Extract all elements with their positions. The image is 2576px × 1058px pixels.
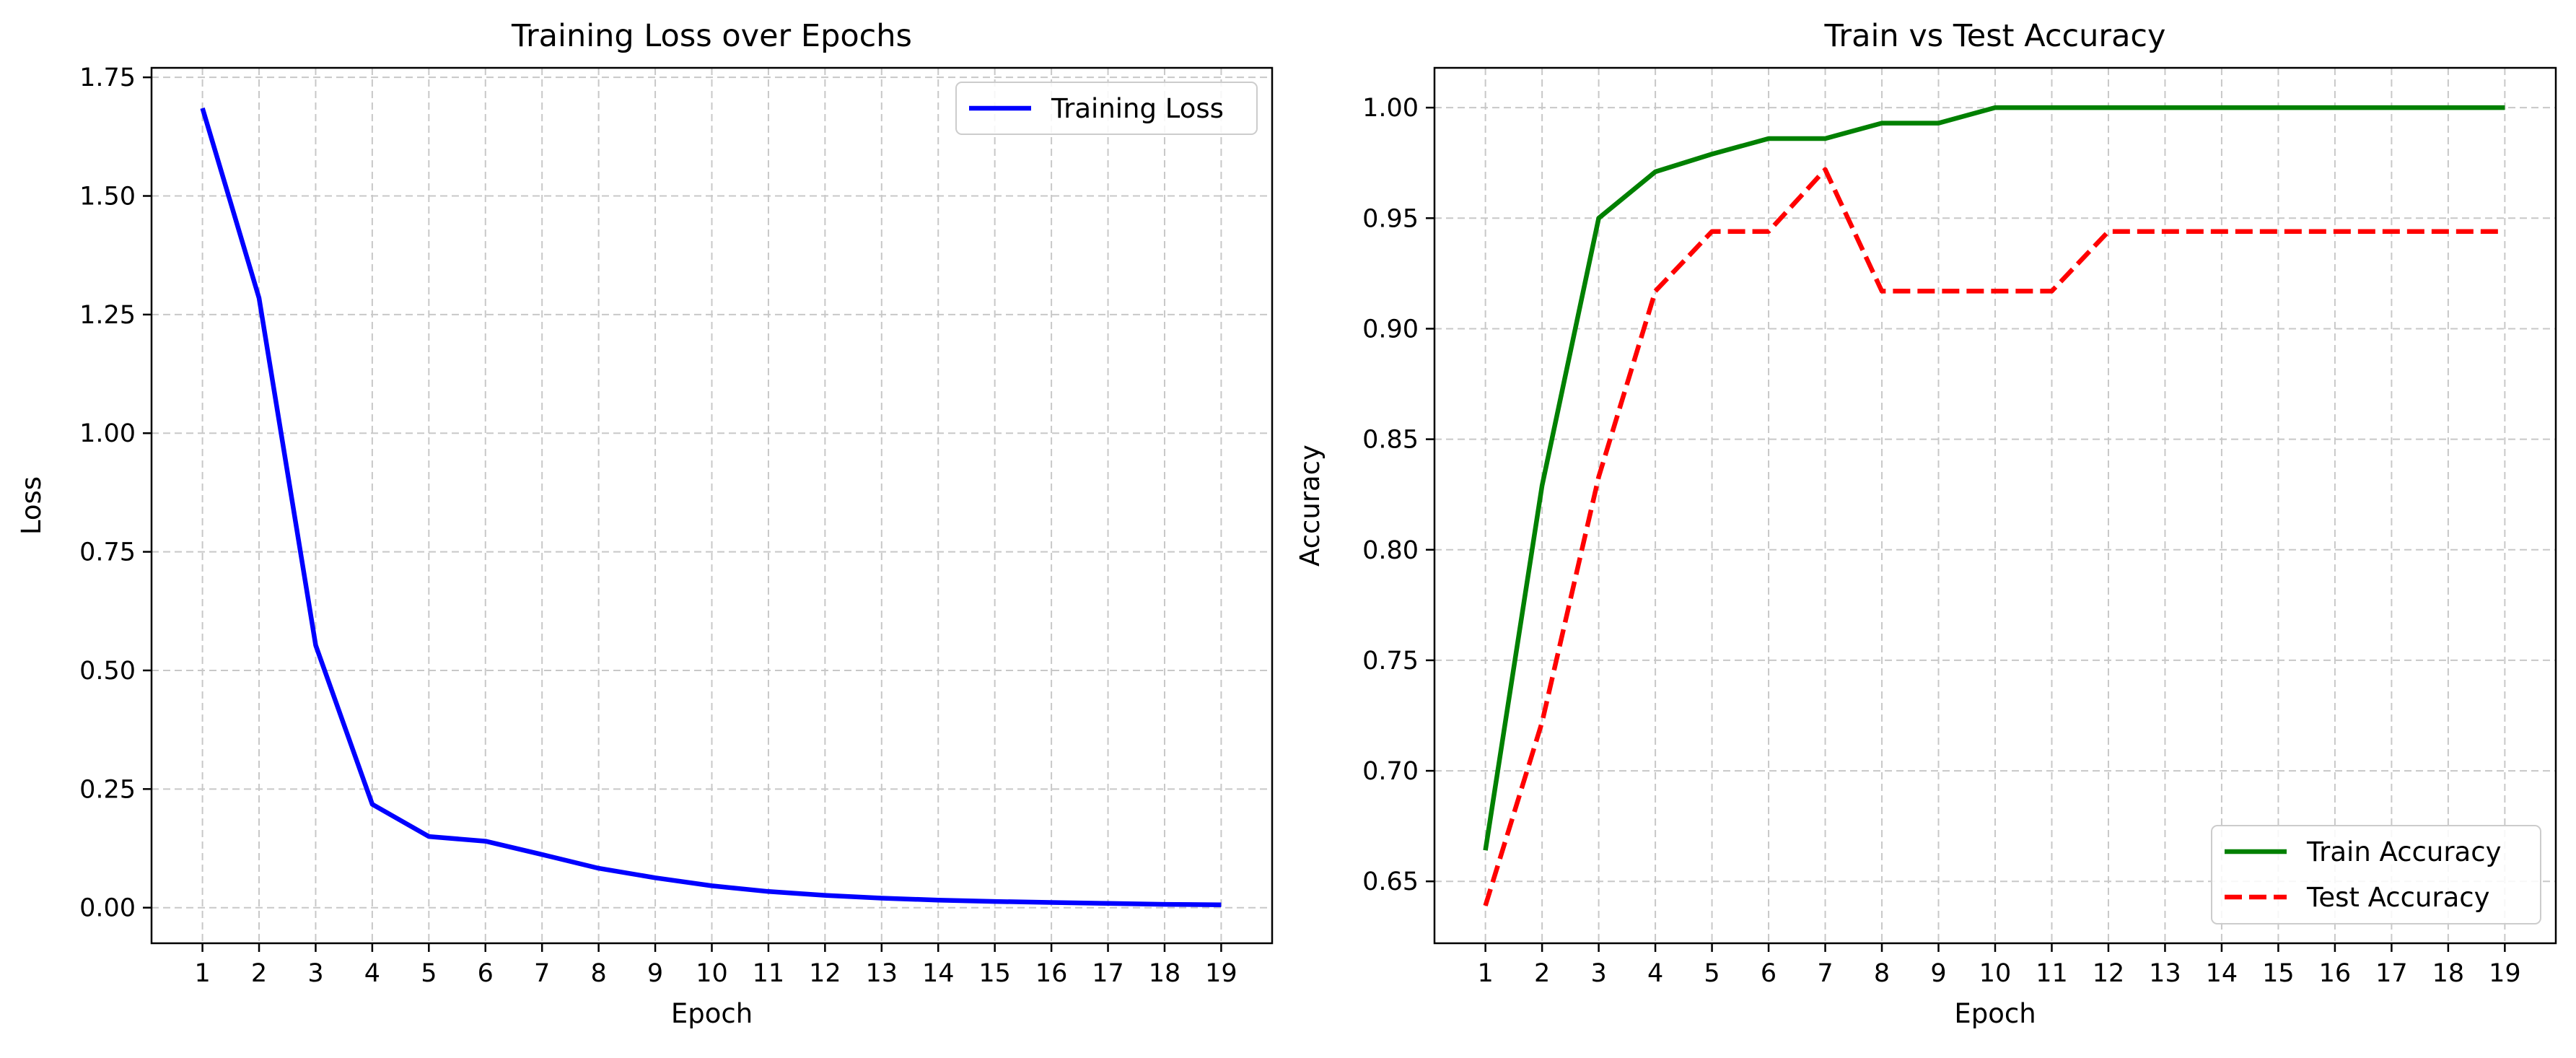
x-tick-label: 13 [866, 959, 898, 988]
x-tick-label: 3 [307, 959, 323, 988]
chart-title: Training Loss over Epochs [511, 18, 912, 54]
y-tick-label: 0.85 [1362, 426, 1419, 455]
y-tick-label: 0.75 [1362, 647, 1419, 676]
accuracy-chart: 1 2 3 4 5 6 7 8 9 10 11 12 13 14 15 16 17 18 190.650.700.7… [1294, 18, 2557, 1029]
x-tick-label: 6 [478, 959, 494, 988]
y-axis-label: Accuracy [1294, 445, 1326, 567]
x-tick-label: 19 [2489, 959, 2521, 988]
x-tick-label: 8 [590, 959, 606, 988]
y-tick-label: 0.50 [79, 657, 136, 686]
y-tick-label: 0.80 [1362, 536, 1419, 565]
x-tick-label: 8 [1874, 959, 1890, 988]
x-tick-label: 5 [421, 959, 437, 988]
y-tick-label: 0.00 [79, 894, 136, 923]
y-tick-label: 0.65 [1362, 867, 1419, 896]
x-tick-label: 9 [1930, 959, 1946, 988]
y-tick-label: 0.95 [1362, 204, 1419, 233]
x-tick-label: 11 [753, 959, 785, 988]
x-tick-label: 13 [2149, 959, 2181, 988]
x-tick-label: 10 [1979, 959, 2012, 988]
x-tick-label: 12 [809, 959, 841, 988]
x-tick-label: 10 [696, 959, 728, 988]
x-tick-label: 14 [2206, 959, 2238, 988]
x-tick-label: 17 [1092, 959, 1124, 988]
x-tick-label: 11 [2036, 959, 2068, 988]
x-tick-label: 16 [1035, 959, 1068, 988]
x-tick-label: 1 [1477, 959, 1493, 988]
x-tick-label: 18 [2432, 959, 2465, 988]
y-tick-label: 0.75 [79, 538, 136, 567]
x-tick-label: 2 [251, 959, 267, 988]
x-tick-label: 15 [978, 959, 1011, 988]
y-tick-label: 0.90 [1362, 315, 1419, 344]
y-tick-label: 1.25 [79, 301, 136, 330]
x-tick-label: 17 [2375, 959, 2408, 988]
x-tick-label: 1 [194, 959, 210, 988]
x-tick-label: 9 [647, 959, 663, 988]
x-tick-label: 4 [1647, 959, 1663, 988]
y-tick-label: 1.00 [1362, 94, 1419, 123]
x-tick-label: 7 [534, 959, 550, 988]
x-tick-label: 3 [1590, 959, 1606, 988]
legend-label: Train Accuracy [2306, 836, 2501, 867]
x-axis-label: Epoch [1954, 998, 2036, 1029]
x-tick-label: 19 [1205, 959, 1237, 988]
y-tick-label: 1.50 [79, 183, 136, 211]
x-axis-label: Epoch [671, 998, 753, 1029]
y-tick-label: 0.25 [79, 775, 136, 804]
y-tick-label: 1.75 [79, 64, 136, 92]
x-tick-label: 14 [922, 959, 955, 988]
x-tick-label: 2 [1534, 959, 1550, 988]
x-tick-label: 16 [2319, 959, 2352, 988]
legend-box [955, 82, 1258, 135]
x-tick-label: 6 [1761, 959, 1777, 988]
legend-label: Training Loss [1051, 93, 1224, 124]
x-tick-label: 4 [364, 959, 380, 988]
y-axis-label: Loss [16, 476, 47, 535]
series-line-1 [1483, 105, 2505, 851]
y-tick-label: 1.00 [79, 419, 136, 448]
loss-chart: 1 2 3 4 5 6 7 8 9 10 11 12 13 14 15 16 17 18 190.000.250.5… [16, 18, 1274, 1029]
series-line-2 [1483, 167, 2505, 906]
legend-label: Test Accuracy [2306, 882, 2490, 913]
y-tick-label: 0.70 [1362, 757, 1419, 786]
x-tick-label: 18 [1149, 959, 1181, 988]
chart-title: Train vs Test Accuracy [1823, 18, 2165, 54]
x-tick-label: 15 [2262, 959, 2295, 988]
x-tick-label: 5 [1704, 959, 1719, 988]
x-tick-label: 12 [2093, 959, 2125, 988]
legend-box [2211, 825, 2541, 924]
x-tick-label: 7 [1817, 959, 1833, 988]
legend: Training Loss [955, 82, 1258, 135]
legend: Train Accuracy Test Accuracy [2211, 825, 2541, 924]
series-line-1 [200, 107, 1222, 907]
